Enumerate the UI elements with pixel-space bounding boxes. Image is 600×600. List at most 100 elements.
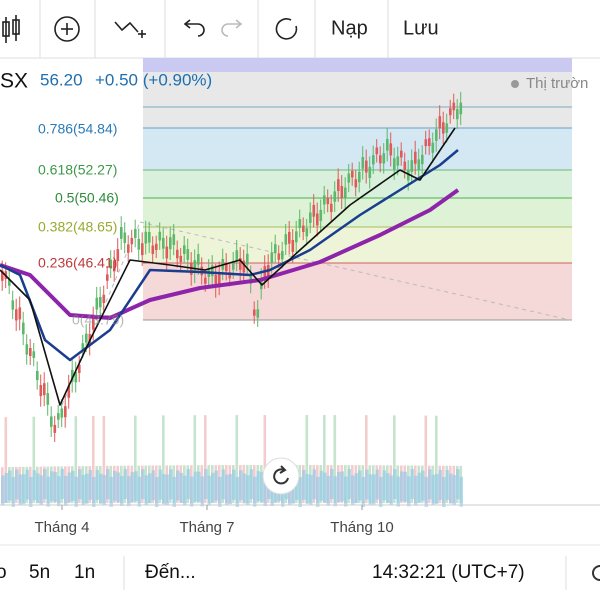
candle-body bbox=[39, 385, 43, 397]
volume-bar bbox=[235, 415, 239, 503]
redo-button[interactable] bbox=[221, 19, 243, 37]
volume-bar bbox=[134, 471, 138, 502]
candle-body bbox=[410, 160, 414, 172]
status-dot bbox=[511, 80, 519, 88]
candle-body bbox=[15, 309, 18, 321]
volume-bar bbox=[116, 472, 120, 503]
candle-body bbox=[396, 156, 400, 166]
volume-bar bbox=[36, 473, 40, 504]
reset-zoom-button[interactable] bbox=[262, 457, 300, 495]
volume-bar bbox=[57, 476, 61, 507]
candle-body bbox=[358, 171, 361, 183]
fib-label: 0(43.79) bbox=[72, 312, 124, 328]
volume-bar bbox=[312, 469, 316, 500]
candle-body bbox=[389, 143, 393, 156]
candle-body bbox=[323, 195, 326, 205]
volume-bar bbox=[214, 470, 218, 501]
candle-body bbox=[109, 259, 113, 269]
volume-bar bbox=[323, 415, 326, 503]
candle-body bbox=[414, 151, 417, 164]
volume-bar bbox=[22, 474, 26, 505]
fib-label: 0.382(48.65) bbox=[38, 219, 117, 235]
volume-bar bbox=[204, 469, 208, 500]
interval[interactable]: 1n bbox=[74, 562, 95, 583]
candle-body bbox=[288, 231, 291, 244]
candle-body bbox=[228, 272, 232, 279]
volume-bar bbox=[333, 476, 337, 507]
volume-bar bbox=[29, 476, 33, 507]
settings-button[interactable] bbox=[592, 565, 600, 581]
volume-bar bbox=[358, 470, 362, 501]
candle-body bbox=[354, 179, 358, 188]
undo-button[interactable] bbox=[183, 19, 205, 37]
volume-bar bbox=[225, 474, 229, 505]
candle-body bbox=[134, 229, 137, 238]
volume-bar bbox=[365, 415, 368, 503]
volume-bar bbox=[403, 471, 407, 502]
volume-bar bbox=[165, 474, 169, 505]
candle-body bbox=[417, 159, 421, 171]
interval[interactable]: o bbox=[0, 562, 7, 583]
goto-date[interactable]: Đến... bbox=[145, 562, 196, 583]
volume-bar bbox=[340, 471, 344, 502]
candle-body bbox=[18, 307, 22, 320]
volume-bar bbox=[211, 472, 215, 503]
candle-body bbox=[120, 227, 123, 239]
volume-bar bbox=[74, 416, 78, 503]
band bbox=[143, 58, 572, 72]
volume-bar bbox=[246, 475, 250, 506]
candle-body bbox=[74, 371, 78, 383]
candle-body bbox=[375, 147, 379, 155]
volume-bar bbox=[263, 476, 267, 507]
reload-button[interactable]: Nạp bbox=[331, 17, 368, 39]
volume-bar bbox=[197, 471, 201, 502]
candle-body bbox=[148, 231, 151, 243]
band bbox=[143, 128, 572, 170]
volume-bar bbox=[449, 473, 453, 504]
volume-bar bbox=[379, 476, 383, 507]
volume-bar bbox=[249, 469, 253, 500]
candle-body bbox=[22, 322, 25, 335]
volume-bar bbox=[71, 470, 75, 501]
price: 56.20 bbox=[40, 70, 83, 89]
volume-bar bbox=[144, 475, 148, 506]
volume-bar bbox=[85, 473, 89, 504]
candle-body bbox=[253, 309, 256, 316]
add-indicator-button[interactable] bbox=[54, 16, 80, 42]
volume-bar bbox=[232, 469, 236, 500]
chart-type-button[interactable] bbox=[2, 15, 20, 43]
volume-bar bbox=[323, 472, 327, 503]
volume-bar bbox=[239, 470, 243, 501]
refresh-button[interactable] bbox=[275, 18, 298, 40]
candle-body bbox=[400, 150, 403, 158]
x-tick-label: Tháng 10 bbox=[330, 519, 393, 536]
volume-bar bbox=[417, 472, 421, 503]
candle-body bbox=[312, 204, 316, 217]
volume-bar bbox=[134, 415, 137, 503]
candle-body bbox=[81, 343, 85, 350]
candle-body bbox=[242, 260, 246, 273]
volume-bar bbox=[442, 476, 446, 507]
candle-body bbox=[246, 253, 249, 265]
volume-bar bbox=[459, 476, 463, 507]
volume-bar bbox=[123, 469, 127, 500]
interval[interactable]: 5n bbox=[29, 562, 50, 583]
volume-bar bbox=[428, 469, 432, 500]
volume-bar bbox=[330, 469, 334, 500]
symbol: SX bbox=[0, 70, 28, 93]
save-button[interactable]: Lưu bbox=[403, 17, 439, 39]
volume-bar bbox=[375, 469, 379, 500]
volume-bar bbox=[326, 475, 330, 506]
candle-body bbox=[43, 383, 46, 396]
volume-bar bbox=[169, 469, 173, 500]
candle-body bbox=[1, 270, 4, 281]
candle-body bbox=[281, 250, 284, 260]
candle-body bbox=[165, 246, 169, 259]
volume-bar bbox=[102, 415, 106, 503]
volume-bar bbox=[344, 476, 348, 507]
candle-body bbox=[29, 348, 32, 357]
drawing-button[interactable] bbox=[114, 21, 146, 38]
candle-body bbox=[445, 123, 449, 133]
candle-body bbox=[137, 238, 141, 250]
volume-bar bbox=[365, 469, 369, 500]
